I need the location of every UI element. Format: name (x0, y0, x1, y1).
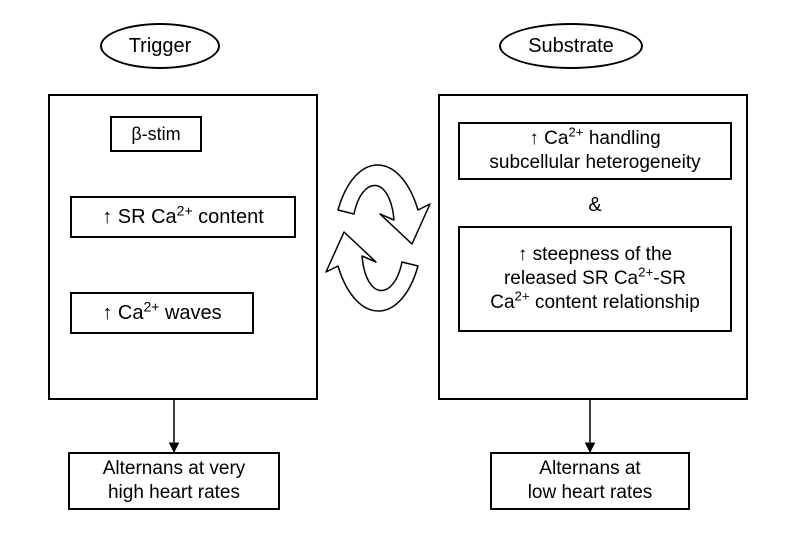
diagram-canvas: Trigger β-stim ↑ SR Ca2+ content ↑ Ca2+ … (0, 0, 800, 545)
substrate-header-ellipse: Substrate (499, 23, 643, 69)
beta-stim-box: β-stim (110, 116, 202, 152)
substrate-header-label: Substrate (528, 35, 614, 57)
trigger-header-ellipse: Trigger (100, 23, 220, 69)
heterogeneity-label: ↑ Ca2+ handlingsubcellular heterogeneity (489, 127, 700, 175)
sr-content-label: ↑ SR Ca2+ content (102, 205, 264, 230)
exchange-arrow-top (338, 165, 430, 244)
trigger-header-label: Trigger (129, 35, 192, 57)
sr-content-box: ↑ SR Ca2+ content (70, 196, 296, 238)
heterogeneity-box: ↑ Ca2+ handlingsubcellular heterogeneity (458, 122, 732, 180)
ampersand-label: & (458, 194, 732, 217)
exchange-arrow-bottom (326, 232, 418, 311)
ca-waves-box: ↑ Ca2+ waves (70, 292, 254, 334)
alternans-high-rate-box: Alternans at veryhigh heart rates (68, 452, 280, 510)
alternans-low-rate-box: Alternans atlow heart rates (490, 452, 690, 510)
alternans-high-rate-label: Alternans at veryhigh heart rates (103, 457, 246, 505)
steepness-label: ↑ steepness of thereleased SR Ca2+-SRCa2… (490, 243, 700, 314)
steepness-box: ↑ steepness of thereleased SR Ca2+-SRCa2… (458, 226, 732, 332)
beta-stim-label: β-stim (131, 123, 180, 146)
alternans-low-rate-label: Alternans atlow heart rates (528, 457, 653, 505)
ca-waves-label: ↑ Ca2+ waves (102, 301, 221, 326)
